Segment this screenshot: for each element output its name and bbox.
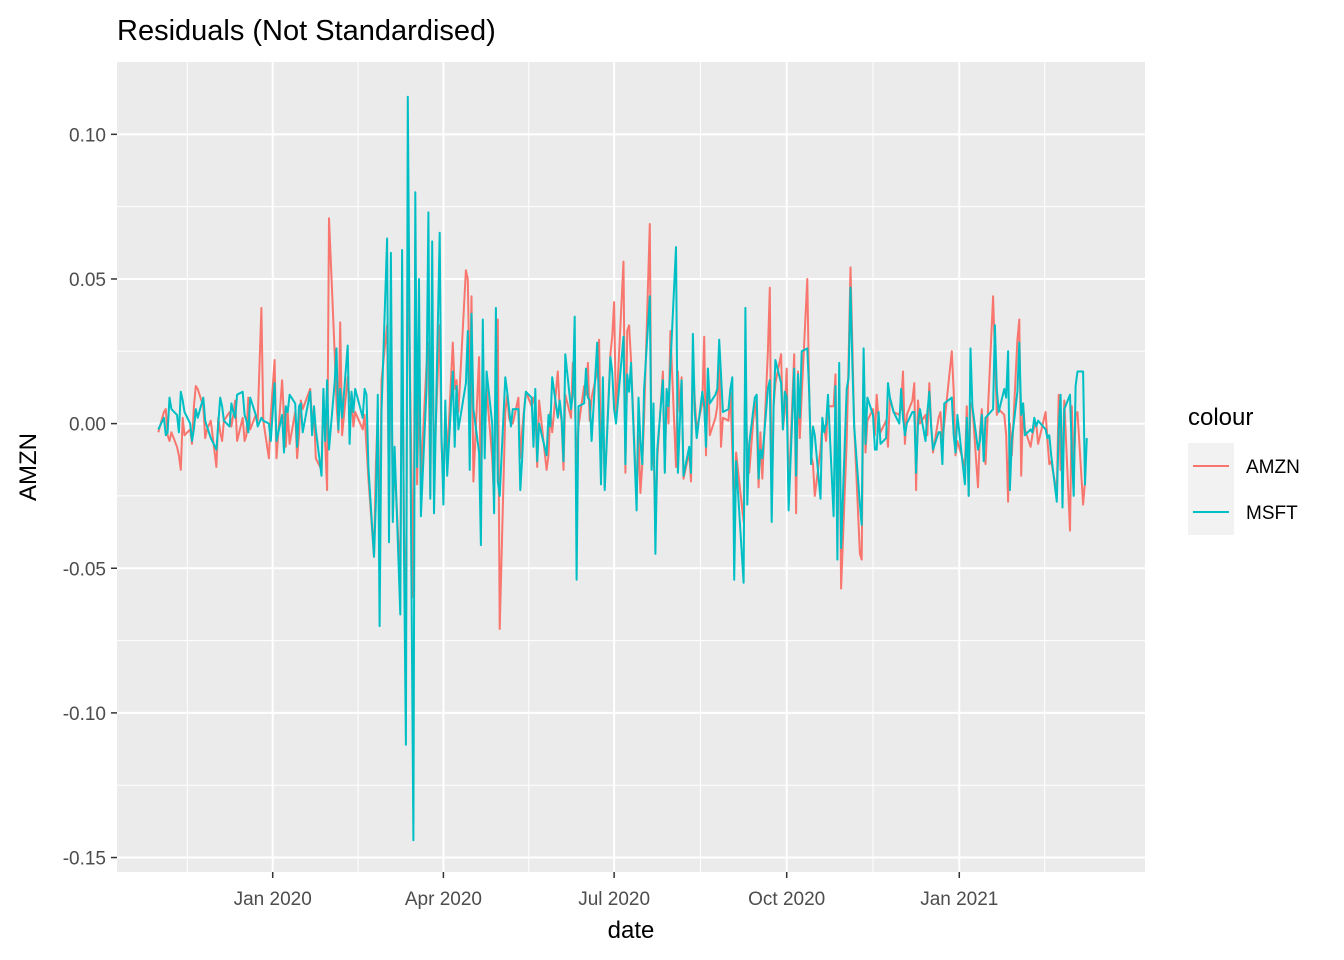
y-tick-label: -0.15 — [63, 849, 106, 870]
legend-title: colour — [1188, 404, 1253, 431]
y-tick-label: 0.00 — [69, 415, 106, 436]
chart-title: Residuals (Not Standardised) — [117, 15, 496, 47]
y-tick-label: 0.10 — [69, 125, 106, 146]
legend-items: AMZN MSFT — [1188, 443, 1300, 535]
y-tick-label: -0.05 — [63, 559, 106, 580]
x-tick-label: Jul 2020 — [578, 889, 650, 910]
plot-panel — [117, 62, 1145, 872]
y-axis-label: AMZN — [15, 433, 42, 501]
x-tick-label: Oct 2020 — [748, 889, 825, 910]
series-line-msft — [157, 95, 1088, 842]
legend-label: AMZN — [1246, 457, 1300, 478]
x-tick-label: Apr 2020 — [405, 889, 482, 910]
y-axis-ticks: 0.10 0.05 0.00 -0.05 -0.10 -0.15 — [63, 125, 117, 870]
x-tick-label: Jan 2021 — [920, 889, 998, 910]
legend-item-msft: MSFT — [1188, 489, 1298, 535]
legend: colour AMZN MSFT — [1188, 404, 1300, 535]
y-tick-label: 0.05 — [69, 270, 106, 291]
series-lines — [157, 95, 1088, 842]
minor-gridlines — [117, 62, 1145, 872]
x-axis-ticks: Jan 2020 Apr 2020 Jul 2020 Oct 2020 Jan 2021 — [234, 872, 998, 910]
legend-label: MSFT — [1246, 503, 1298, 524]
y-tick-label: -0.10 — [63, 704, 106, 725]
x-axis-label: date — [608, 917, 655, 944]
x-tick-label: Jan 2020 — [234, 889, 312, 910]
legend-item-amzn: AMZN — [1188, 443, 1300, 489]
